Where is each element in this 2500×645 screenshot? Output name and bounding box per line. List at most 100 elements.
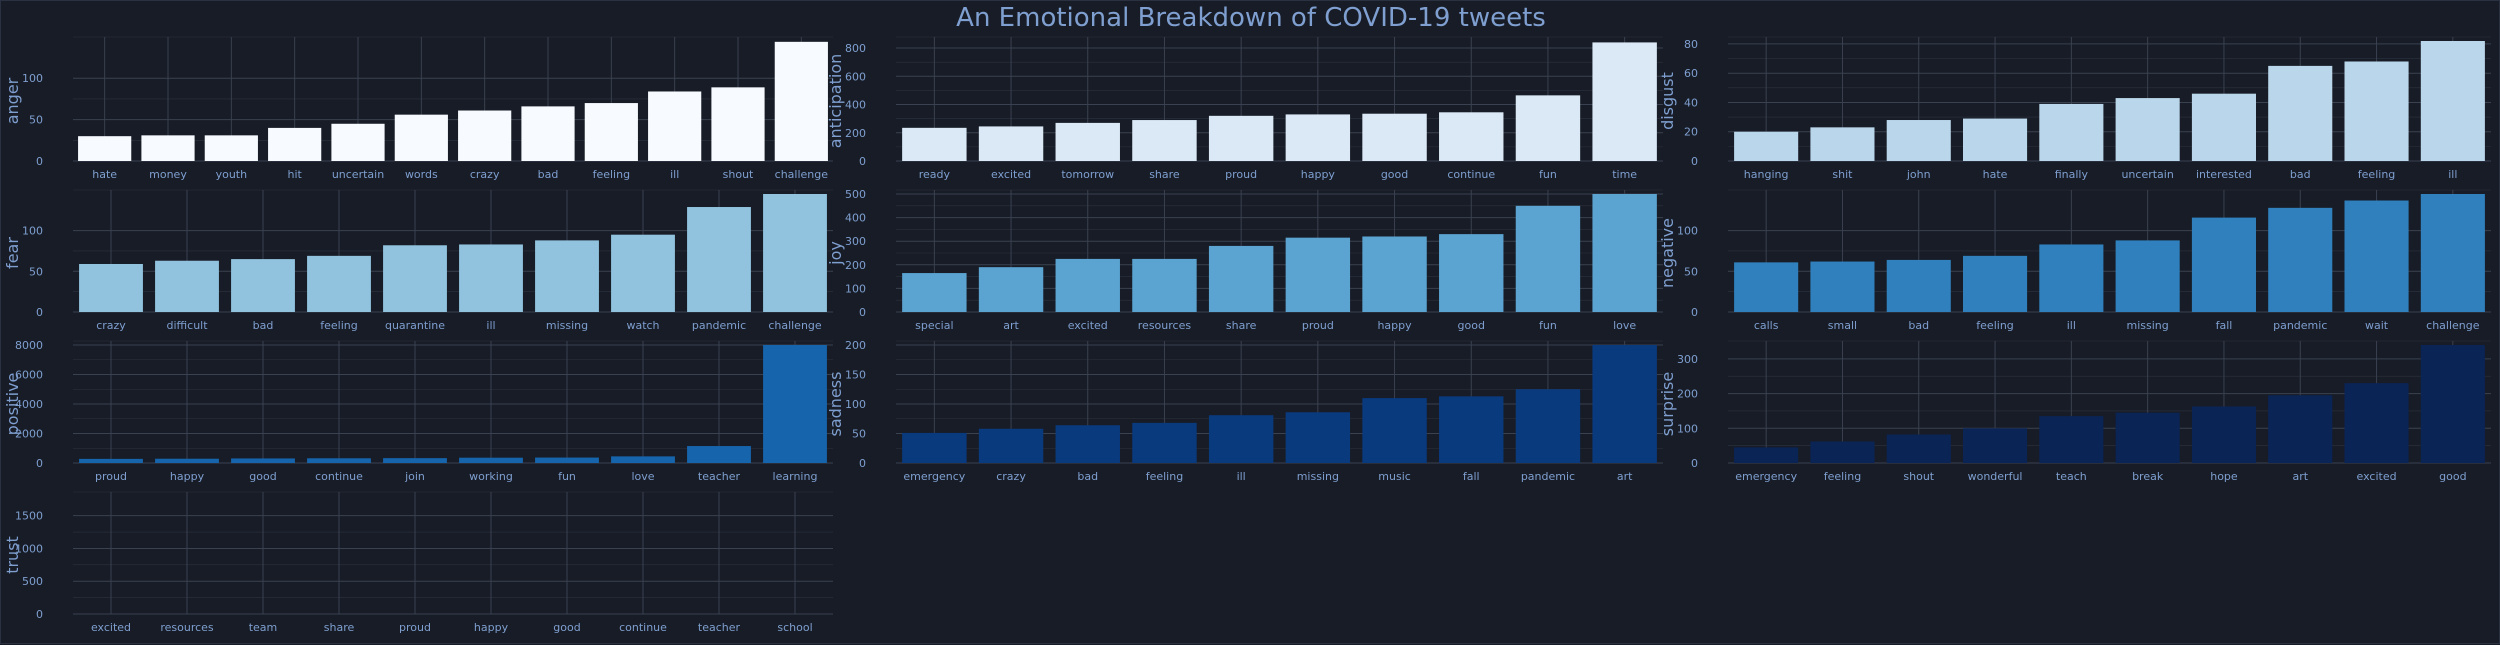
x-tick-label: hit [287, 168, 302, 181]
bar-joy-excited [1055, 258, 1120, 312]
x-tick-label: watch [626, 319, 659, 332]
x-tick-label: difficult [166, 319, 208, 332]
x-tick-label: continue [1447, 168, 1495, 181]
y-tick-label: 1000 [15, 542, 43, 555]
y-axis-label: anticipation [826, 54, 845, 149]
x-tick-label: bad [538, 168, 559, 181]
bar-sadness-feeling [1132, 422, 1197, 463]
bar-anger-uncertain [331, 123, 385, 161]
x-tick-label: uncertain [2121, 168, 2173, 181]
bar-joy-fun [1515, 205, 1581, 312]
bar-positive-continue [307, 458, 371, 463]
bar-disgust-interested [2191, 93, 2256, 161]
subplot-anger: 0 50 100 hate money youth hit uncertain words cra… [3, 36, 833, 181]
y-tick-label: 50 [29, 265, 43, 278]
x-tick-label: calls [1754, 319, 1779, 332]
x-tick-label: music [1378, 470, 1411, 483]
bar-surprise-good [2420, 345, 2485, 463]
bar-disgust-finally [2039, 103, 2104, 161]
x-tick-label: crazy [470, 168, 500, 181]
bar-disgust-hanging [1734, 131, 1799, 161]
bar-disgust-shit [1810, 127, 1875, 161]
bar-joy-special [902, 273, 967, 312]
x-tick-label: youth [216, 168, 248, 181]
bar-negative-pandemic [2268, 207, 2333, 312]
bar-negative-ill [2039, 244, 2104, 312]
y-tick-label: 400 [845, 212, 866, 225]
x-tick-label: quarantine [385, 319, 445, 332]
x-tick-label: ready [919, 168, 951, 181]
y-tick-label: 300 [1677, 353, 1698, 366]
y-tick-label: 100 [1677, 225, 1698, 238]
bar-disgust-hate [1963, 118, 2028, 161]
x-tick-label: continue [619, 621, 667, 634]
x-tick-label: feeling [1146, 470, 1183, 483]
bar-anger-hate [78, 136, 132, 161]
x-tick-label: feeling [320, 319, 357, 332]
bar-fear-missing [535, 240, 599, 312]
bar-surprise-art [2268, 395, 2333, 463]
y-tick-label: 0 [859, 306, 866, 319]
bar-positive-join [383, 458, 447, 463]
x-tick-label: money [149, 168, 187, 181]
bar-fear-crazy [79, 263, 143, 312]
bar-surprise-shout [1886, 434, 1951, 463]
subplot-trust: 0 500 1000 1500 excited resources team share pro… [3, 491, 833, 634]
y-tick-label: 100 [22, 225, 43, 238]
x-tick-label: hope [2210, 470, 2238, 483]
y-tick-label: 50 [29, 114, 43, 127]
x-tick-label: break [2132, 470, 2164, 483]
y-tick-label: 0 [36, 457, 43, 470]
x-tick-label: teacher [698, 470, 741, 483]
x-tick-label: happy [1377, 319, 1412, 332]
x-tick-label: proud [1302, 319, 1334, 332]
bar-joy-resources [1132, 258, 1197, 312]
x-tick-label: happy [170, 470, 205, 483]
bar-sadness-bad [1055, 425, 1120, 463]
bar-negative-small [1810, 261, 1875, 312]
x-tick-label: good [249, 470, 276, 483]
y-tick-label: 200 [845, 259, 866, 272]
x-tick-label: missing [546, 319, 588, 332]
y-axis-label: joy [826, 241, 845, 266]
subplot-joy: 0 100 200 300 400 500 special art excited resourc… [826, 188, 1663, 332]
bar-anger-feeling [584, 103, 638, 161]
bar-anger-crazy [458, 110, 512, 161]
bar-positive-teacher [687, 446, 751, 463]
bar-joy-happy [1362, 236, 1427, 312]
bar-anticipation-fun [1515, 95, 1581, 161]
x-tick-label: excited [1068, 319, 1108, 332]
y-tick-label: 40 [1684, 96, 1698, 109]
bar-negative-missing [2115, 240, 2180, 312]
x-tick-label: art [1003, 319, 1019, 332]
bar-joy-proud [1285, 237, 1351, 312]
bar-fear-ill [459, 244, 523, 312]
x-tick-label: challenge [775, 168, 829, 181]
bar-surprise-hope [2191, 406, 2256, 463]
bar-positive-happy [155, 458, 219, 463]
bar-sadness-art [1592, 345, 1657, 463]
x-tick-label: bad [1077, 470, 1098, 483]
y-tick-label: 0 [1691, 306, 1698, 319]
x-tick-label: john [1906, 168, 1931, 181]
x-tick-label: share [1149, 168, 1180, 181]
bar-negative-bad [1886, 259, 1951, 312]
x-tick-label: team [249, 621, 278, 634]
x-tick-label: shit [1832, 168, 1853, 181]
x-tick-label: missing [1297, 470, 1339, 483]
x-tick-label: working [469, 470, 513, 483]
bar-disgust-ill [2420, 41, 2485, 161]
bar-fear-feeling [307, 255, 371, 312]
y-tick-label: 100 [845, 282, 866, 295]
bar-anger-ill [648, 91, 702, 161]
x-tick-label: fall [1463, 470, 1480, 483]
y-tick-label: 4000 [15, 398, 43, 411]
x-tick-label: art [1617, 470, 1633, 483]
bar-joy-share [1208, 245, 1274, 312]
x-tick-label: wonderful [1968, 470, 2023, 483]
x-tick-label: ill [2448, 168, 2457, 181]
subplot-surprise: 0 100 200 300 emergency feeling shout wonderful… [1658, 340, 2491, 483]
x-tick-label: love [1613, 319, 1636, 332]
x-tick-label: feeling [1976, 319, 2013, 332]
y-tick-label: 150 [845, 369, 866, 382]
